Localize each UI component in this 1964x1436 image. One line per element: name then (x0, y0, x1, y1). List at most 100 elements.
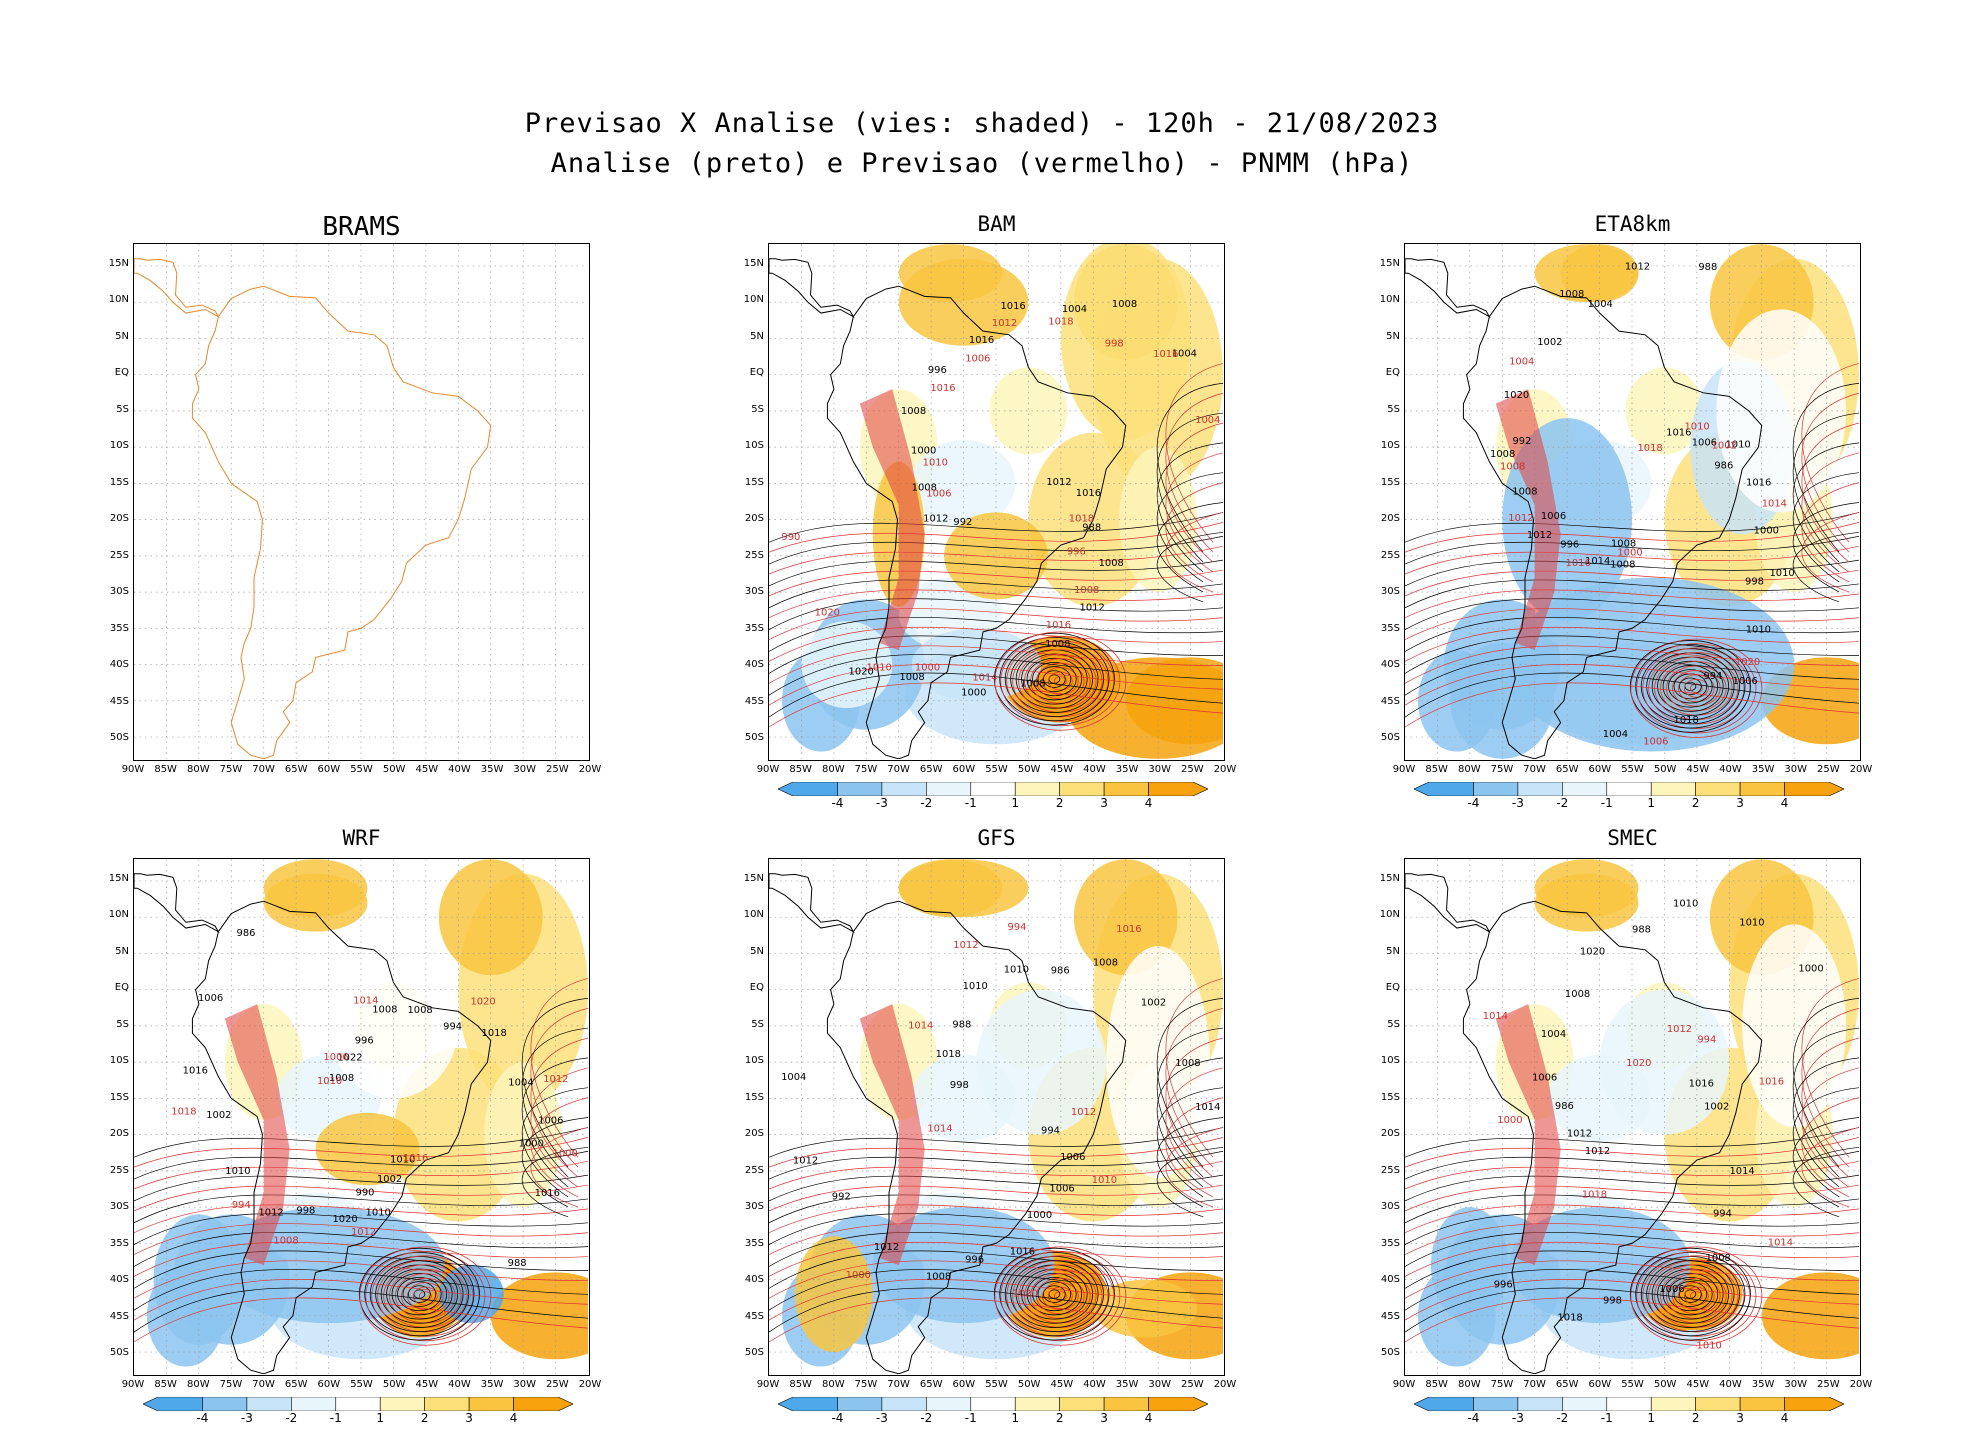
lat-tick-label: 10N (743, 294, 764, 306)
contour-label: 1016 (1746, 478, 1771, 489)
contour-label: 1016 (1153, 349, 1178, 360)
contour-label: 994 (443, 1022, 462, 1033)
contour-label: 1018 (482, 1028, 507, 1039)
lat-tick-label: 10S (109, 440, 129, 452)
contour-label: 990 (781, 532, 800, 543)
lon-tick-label: 25W (546, 1379, 569, 1390)
forecast-isobar (1684, 1286, 1709, 1306)
analysis-isobar (1156, 1146, 1223, 1218)
analysis-isobar (769, 1194, 1223, 1224)
lon-tick-label: 80W (821, 764, 845, 775)
analysis-isobar (1679, 1285, 1702, 1303)
forecast-isobar (1042, 667, 1079, 695)
lon-tick-label: 90W (1392, 1379, 1416, 1390)
lat-tick-label: 35S (744, 622, 764, 634)
forecast-isobar (1630, 1246, 1763, 1346)
lat-tick-label: 5N (1386, 945, 1400, 957)
analysis-isobar (1405, 1174, 1859, 1202)
contour-label: 1000 (1027, 1210, 1052, 1221)
forecast-isobar (1036, 1277, 1085, 1315)
contour-label: 994 (232, 1200, 251, 1211)
contour-label: 1012 (1625, 262, 1650, 273)
lat-tick-label: 40S (744, 659, 764, 671)
forecast-isobar (1036, 662, 1085, 700)
lat-tick-label: 50S (744, 1347, 764, 1359)
colorbar-swatch (1148, 781, 1209, 797)
lat-tick-label: EQ (114, 982, 129, 994)
lat-tick-label: 10N (1379, 294, 1400, 306)
analysis-isobar (134, 1127, 588, 1158)
lon-tick-label: 35W (480, 764, 504, 775)
lat-tick-label: 50S (109, 732, 129, 744)
lat-tick-label: 35S (1380, 1237, 1400, 1249)
colorbar-swatch (1517, 1396, 1563, 1412)
isobars (769, 363, 1223, 731)
analysis-isobar (1043, 670, 1066, 688)
contour-label: 1016 (535, 1188, 560, 1199)
colorbar-label: -1 (1600, 796, 1613, 810)
forecast-isobar (1405, 522, 1859, 553)
bias-area (898, 859, 1029, 918)
colorbar-swatch (1103, 781, 1149, 797)
colorbar-swatch (1606, 1396, 1652, 1412)
forecast-isobar (1405, 569, 1859, 597)
contour-label: 1012 (1080, 602, 1105, 613)
forecast-isobar (1405, 626, 1859, 662)
contour-label: 1000 (915, 663, 940, 674)
analysis-isobar (769, 1269, 1223, 1311)
contour-label: 996 (1560, 539, 1579, 550)
forecast-isobar (769, 1260, 1223, 1299)
map-panel-gfs: 1008 1010 1006 1012 1008 1016 1018 1014 1012 1010… (768, 858, 1225, 1376)
colorbar-label: -1 (329, 1411, 342, 1425)
colorbar-swatch (970, 1396, 1016, 1412)
lat-tick-label: 5S (116, 1018, 129, 1030)
lon-tick-label: 70W (252, 764, 275, 775)
lat-tick-label: 30S (1380, 586, 1400, 598)
forecast-isobar (1801, 452, 1859, 573)
south-america-outline (191, 285, 492, 759)
lon-tick-label: 30W (1784, 764, 1808, 775)
map-canvas: 1012 1010 1008 1006 1016 1018 1020 1014 1012 1010… (1405, 859, 1859, 1374)
colorbar-label: -3 (1511, 796, 1524, 810)
forecast-isobar (1801, 512, 1859, 593)
contour-label: 1016 (1076, 488, 1101, 499)
lon-tick-label: 60W (952, 1379, 976, 1390)
forecast-isobar (530, 1067, 588, 1188)
analysis-isobar (769, 672, 1223, 718)
analysis-isobar (1405, 616, 1859, 652)
forecast-isobar (1165, 422, 1223, 563)
contour-label: 1006 (198, 993, 223, 1004)
contour-label: 1008 (1512, 486, 1537, 497)
colorbar-swatch (1473, 1396, 1519, 1412)
contour-label: 1010 (1769, 568, 1794, 579)
lon-tick-label: 55W (1621, 1379, 1644, 1390)
colorbar-swatch (970, 781, 1016, 797)
lon-tick-label: 70W (1523, 764, 1546, 775)
forecast-isobar (134, 1297, 588, 1343)
lon-tick-label: 60W (317, 1379, 341, 1390)
analysis-isobar (1662, 665, 1719, 708)
contour-label: 1022 (337, 1052, 362, 1063)
forecast-isobar (1689, 1291, 1703, 1301)
lon-tick-label: 20W (1849, 764, 1873, 775)
map-canvas: 1006 1008 1010 1008 1008 1010 1012 1016 1018 1020… (1405, 244, 1859, 759)
colorbar-swatch (1739, 781, 1785, 797)
contour-label: 1006 (538, 1116, 563, 1127)
bias-area (1716, 309, 1847, 513)
lon-tick-label: 55W (350, 1379, 373, 1390)
analysis-isobar (134, 1150, 588, 1180)
contour-label: 1008 (1175, 1058, 1200, 1069)
contour-label: 988 (508, 1258, 527, 1269)
contour-label: 986 (1051, 966, 1070, 977)
lon-tick-label: 20W (1849, 1379, 1873, 1390)
lon-tick-label: 75W (1490, 1379, 1514, 1390)
contour-label: 1006 (323, 1052, 348, 1063)
analysis-isobar (1032, 661, 1077, 697)
contour-label: 1008 (329, 1073, 354, 1084)
forecast-isobar (413, 1286, 438, 1306)
analysis-isobar (1405, 535, 1859, 565)
contour-label: 1010 (317, 1076, 342, 1087)
contour-label: 1018 (1048, 316, 1073, 327)
colorbar-swatch (1562, 1396, 1608, 1412)
contour-label: 1002 (1712, 440, 1737, 451)
